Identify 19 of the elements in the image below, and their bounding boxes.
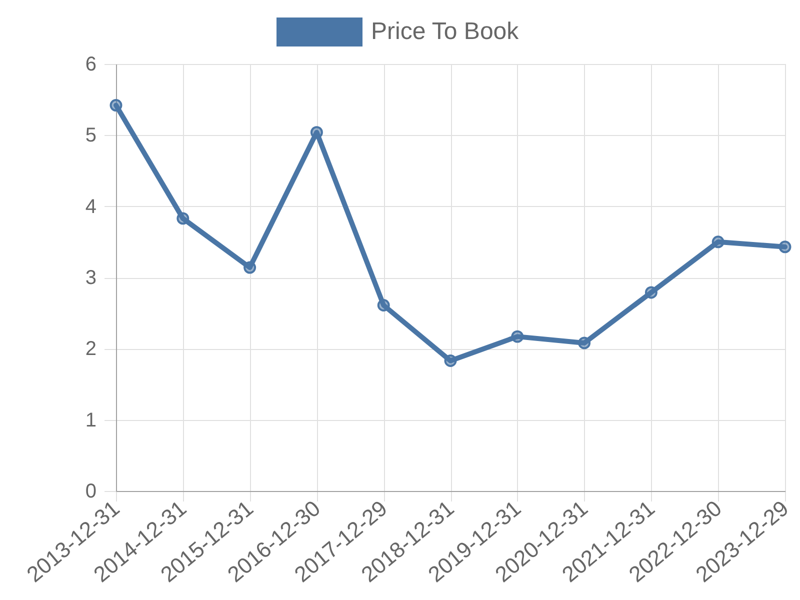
point: [511, 330, 524, 343]
point: [444, 354, 457, 367]
point: [778, 240, 792, 254]
legend-label: Price To Book: [371, 18, 520, 45]
point: [377, 299, 390, 312]
y-tick-label: 0: [85, 480, 96, 502]
point: [310, 126, 323, 139]
y-tick-label: 4: [85, 196, 96, 218]
point: [110, 99, 122, 112]
point: [712, 236, 724, 248]
point: [176, 212, 190, 225]
point: [644, 286, 658, 299]
y-tick-label: 2: [85, 338, 96, 360]
y-tick-label: 6: [85, 54, 96, 76]
y-tick-label: 3: [85, 267, 96, 289]
point: [244, 261, 256, 274]
y-tick-label: 1: [85, 409, 96, 432]
y-tick-label: 5: [85, 124, 96, 147]
point: [578, 336, 591, 350]
